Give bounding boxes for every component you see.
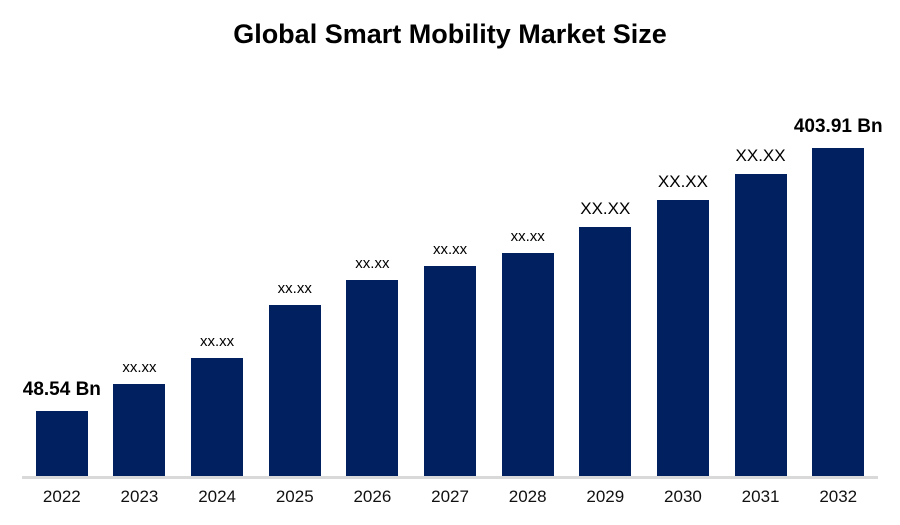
- bar-2023: [113, 384, 166, 476]
- x-axis-tick-row: 2022 2023 2024 2025 2026 2027 2028 2029 2030 2031…: [23, 487, 877, 507]
- bar-2032: [812, 148, 865, 476]
- bar-value-label-2029: XX.XX: [580, 199, 631, 219]
- bar-value-label-2026: xx.xx: [355, 254, 390, 272]
- bar-2031: [734, 174, 787, 476]
- bar-group-2028: xx.xx: [489, 0, 567, 476]
- bar-value-label-2022: 48.54 Bn: [22, 379, 101, 401]
- x-tick-2030: 2030: [664, 487, 702, 506]
- x-tick-2026: 2026: [353, 487, 392, 506]
- bar-group-2025: xx.xx: [256, 0, 334, 476]
- bar-value-label-2023: xx.xx: [122, 358, 157, 376]
- bar-value-label-2025: xx.xx: [277, 279, 312, 297]
- bar-group-2027: xx.xx: [411, 0, 489, 476]
- bar-2030: [656, 200, 709, 476]
- bar-2028: [501, 253, 554, 476]
- bar-2026: [346, 280, 399, 476]
- x-tick-2027: 2027: [431, 487, 469, 506]
- x-tick-2024: 2024: [198, 487, 237, 506]
- bar-value-label-2031: XX.XX: [735, 146, 786, 166]
- x-axis-line: [22, 476, 878, 479]
- bar-2022: [35, 411, 88, 476]
- bar-value-label-2024: xx.xx: [200, 332, 235, 350]
- bar-value-label-2027: xx.xx: [432, 240, 468, 258]
- x-tick-2023: 2023: [120, 487, 159, 506]
- x-tick-2032: 2032: [819, 487, 858, 506]
- bar-2025: [268, 305, 321, 476]
- bar-group-2031: XX.XX: [722, 0, 800, 476]
- bar-value-label-2028: xx.xx: [510, 227, 545, 245]
- bar-group-2026: xx.xx: [334, 0, 412, 476]
- bar-value-label-2030: XX.XX: [657, 172, 708, 192]
- bar-group-2030: XX.XX: [644, 0, 722, 476]
- x-tick-2029: 2029: [586, 487, 625, 506]
- bar-group-2032: 403.91 Bn: [794, 0, 883, 476]
- bar-group-2024: xx.xx: [178, 0, 256, 476]
- plot-area: 48.54 Bn xx.xx xx.xx xx.xx xx.xx xx.xx xx.xx XX…: [23, 0, 883, 476]
- bar-2024: [191, 358, 244, 476]
- x-tick-2022: 2022: [42, 487, 81, 506]
- chart-title: Global Smart Mobility Market Size: [233, 19, 667, 49]
- x-tick-2025: 2025: [275, 487, 314, 506]
- bar-2027: [424, 266, 477, 476]
- x-tick-2028: 2028: [508, 487, 547, 506]
- bar-2029: [579, 227, 632, 476]
- bar-group-2023: xx.xx: [101, 0, 179, 476]
- bar-group-2029: XX.XX: [566, 0, 644, 476]
- bar-group-2022: 48.54 Bn: [23, 0, 101, 476]
- x-tick-2031: 2031: [741, 487, 780, 506]
- bar-value-label-2032: 403.91 Bn: [793, 116, 883, 138]
